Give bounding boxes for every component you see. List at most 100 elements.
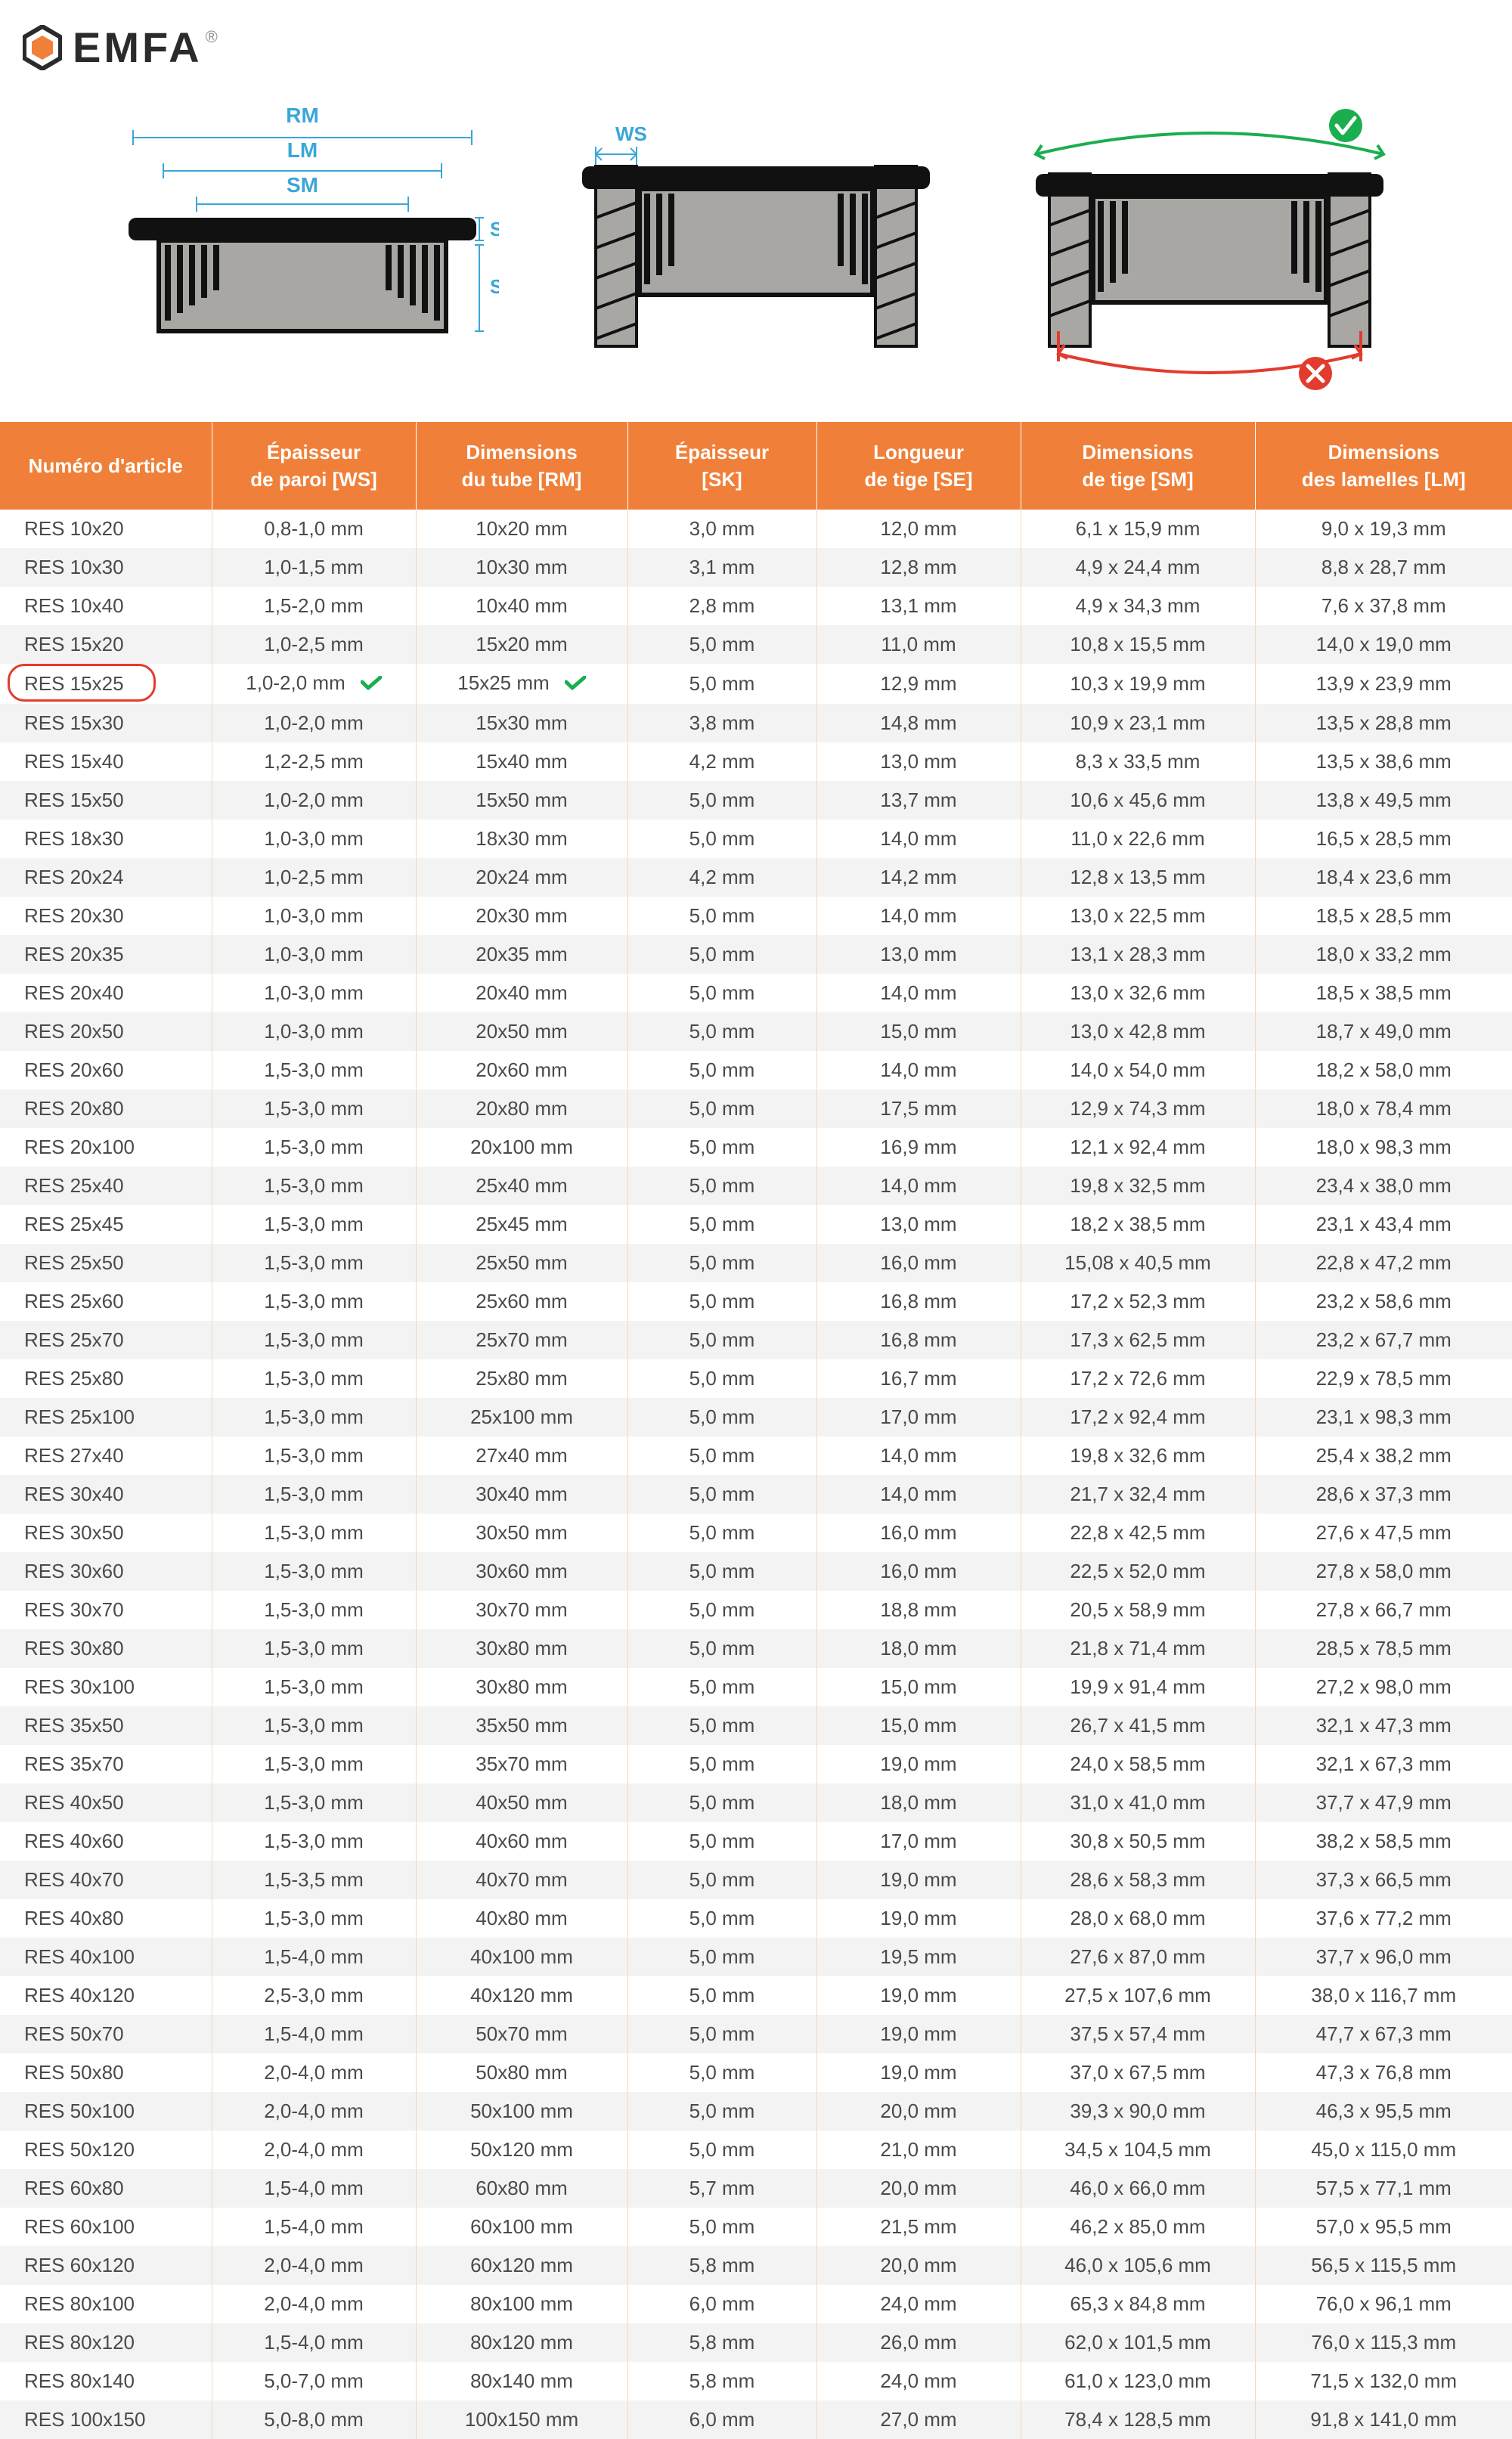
cell-ws: 1,0-3,0 mm (212, 1012, 416, 1051)
cell-se: 20,0 mm (816, 2169, 1021, 2208)
cell-lm: 38,2 x 58,5 mm (1255, 1822, 1512, 1861)
label-sk: SK (490, 218, 499, 240)
cell-sm: 20,5 x 58,9 mm (1021, 1591, 1255, 1629)
table-row: RES 80x1201,5-4,0 mm80x120 mm5,8 mm26,0 … (0, 2323, 1512, 2362)
check-icon (565, 673, 586, 696)
cell-se: 17,0 mm (816, 1398, 1021, 1436)
cell-se: 24,0 mm (816, 2362, 1021, 2400)
cell-se: 26,0 mm (816, 2323, 1021, 2362)
table-row: RES 80x1002,0-4,0 mm80x100 mm6,0 mm24,0 … (0, 2285, 1512, 2323)
cell-sk: 5,0 mm (627, 2053, 816, 2092)
cell-sk: 5,0 mm (627, 2131, 816, 2169)
cell-rm: 25x60 mm (416, 1282, 627, 1321)
table-row: RES 40x1202,5-3,0 mm40x120 mm5,0 mm19,0 … (0, 1976, 1512, 2015)
diagram-dimensions: RM LM SM (106, 104, 499, 392)
table-row: RES 25x1001,5-3,0 mm25x100 mm5,0 mm17,0 … (0, 1398, 1512, 1436)
cell-lm: 37,6 x 77,2 mm (1255, 1899, 1512, 1938)
cell-rm: 10x40 mm (416, 587, 627, 625)
table-row: RES 30x701,5-3,0 mm30x70 mm5,0 mm18,8 mm… (0, 1591, 1512, 1629)
cell-ws: 2,0-4,0 mm (212, 2053, 416, 2092)
cell-ws: 1,0-2,5 mm (212, 858, 416, 897)
cell-rm: 100x150 mm (416, 2400, 627, 2439)
table-row: RES 40x701,5-3,5 mm40x70 mm5,0 mm19,0 mm… (0, 1861, 1512, 1899)
cell-article: RES 60x120 (0, 2246, 212, 2285)
cell-sk: 5,0 mm (627, 1282, 816, 1321)
cell-rm: 30x80 mm (416, 1668, 627, 1706)
cell-se: 27,0 mm (816, 2400, 1021, 2439)
label-rm: RM (286, 104, 319, 127)
cell-ws: 1,0-2,0 mm (212, 704, 416, 742)
cell-se: 18,0 mm (816, 1629, 1021, 1668)
cell-lm: 57,5 x 77,1 mm (1255, 2169, 1512, 2208)
table-row: RES 20x601,5-3,0 mm20x60 mm5,0 mm14,0 mm… (0, 1051, 1512, 1089)
cell-ws: 2,0-4,0 mm (212, 2246, 416, 2285)
cell-article: RES 30x80 (0, 1629, 212, 1668)
cell-article: RES 27x40 (0, 1436, 212, 1475)
cell-sk: 3,0 mm (627, 510, 816, 548)
cell-sk: 5,0 mm (627, 625, 816, 664)
cell-ws: 1,5-3,0 mm (212, 1784, 416, 1822)
cell-sm: 10,6 x 45,6 mm (1021, 781, 1255, 820)
cell-sk: 5,0 mm (627, 1976, 816, 2015)
cell-rm: 30x70 mm (416, 1591, 627, 1629)
column-header: Dimensionsdu tube [RM] (416, 422, 627, 510)
cell-rm: 15x20 mm (416, 625, 627, 664)
table-row: RES 50x701,5-4,0 mm50x70 mm5,0 mm19,0 mm… (0, 2015, 1512, 2053)
label-se: SE (490, 275, 499, 298)
cell-rm: 18x30 mm (416, 820, 627, 858)
cell-sm: 19,8 x 32,6 mm (1021, 1436, 1255, 1475)
cell-lm: 18,0 x 33,2 mm (1255, 935, 1512, 974)
cell-ws: 1,5-3,0 mm (212, 1244, 416, 1282)
table-row: RES 10x301,0-1,5 mm10x30 mm3,1 mm12,8 mm… (0, 548, 1512, 587)
table-row: RES 20x351,0-3,0 mm20x35 mm5,0 mm13,0 mm… (0, 935, 1512, 974)
cell-se: 11,0 mm (816, 625, 1021, 664)
cell-article: RES 30x70 (0, 1591, 212, 1629)
cell-ws: 1,0-2,5 mm (212, 625, 416, 664)
cell-rm: 30x40 mm (416, 1475, 627, 1514)
cell-article: RES 50x70 (0, 2015, 212, 2053)
cell-rm: 27x40 mm (416, 1436, 627, 1475)
cell-ws: 2,0-4,0 mm (212, 2092, 416, 2131)
table-row: RES 80x1405,0-7,0 mm80x140 mm5,8 mm24,0 … (0, 2362, 1512, 2400)
cell-sk: 6,0 mm (627, 2285, 816, 2323)
cell-sm: 27,5 x 107,6 mm (1021, 1976, 1255, 2015)
cell-ws: 1,5-4,0 mm (212, 2323, 416, 2362)
cell-lm: 47,3 x 76,8 mm (1255, 2053, 1512, 2092)
cell-ws: 2,5-3,0 mm (212, 1976, 416, 2015)
cell-article: RES 80x100 (0, 2285, 212, 2323)
table-row: RES 30x801,5-3,0 mm30x80 mm5,0 mm18,0 mm… (0, 1629, 1512, 1668)
cell-article: RES 40x120 (0, 1976, 212, 2015)
cell-se: 19,0 mm (816, 1861, 1021, 1899)
cell-article: RES 18x30 (0, 820, 212, 858)
cell-ws: 1,5-3,0 mm (212, 1668, 416, 1706)
cell-sk: 5,0 mm (627, 1861, 816, 1899)
cell-sk: 5,0 mm (627, 1244, 816, 1282)
cell-article: RES 35x70 (0, 1745, 212, 1784)
cell-article: RES 30x100 (0, 1668, 212, 1706)
cell-ws: 5,0-8,0 mm (212, 2400, 416, 2439)
cell-article: RES 20x100 (0, 1128, 212, 1167)
cell-sk: 5,0 mm (627, 2015, 816, 2053)
brand-name: EMFA® (73, 23, 218, 72)
cell-se: 21,5 mm (816, 2208, 1021, 2246)
cell-ws: 5,0-7,0 mm (212, 2362, 416, 2400)
cell-lm: 18,7 x 49,0 mm (1255, 1012, 1512, 1051)
cell-rm: 60x100 mm (416, 2208, 627, 2246)
table-row: RES 10x401,5-2,0 mm10x40 mm2,8 mm13,1 mm… (0, 587, 1512, 625)
cell-sk: 5,0 mm (627, 935, 816, 974)
cell-article: RES 60x100 (0, 2208, 212, 2246)
cell-se: 16,8 mm (816, 1321, 1021, 1359)
cell-lm: 8,8 x 28,7 mm (1255, 548, 1512, 587)
cell-rm: 20x80 mm (416, 1089, 627, 1128)
table-row: RES 100x1505,0-8,0 mm100x150 mm6,0 mm27,… (0, 2400, 1512, 2439)
cell-article: RES 40x80 (0, 1899, 212, 1938)
cell-rm: 30x50 mm (416, 1514, 627, 1552)
cell-se: 14,0 mm (816, 1436, 1021, 1475)
column-header: Longueurde tige [SE] (816, 422, 1021, 510)
cell-ws: 1,5-3,0 mm (212, 1475, 416, 1514)
cell-lm: 27,8 x 66,7 mm (1255, 1591, 1512, 1629)
cell-lm: 14,0 x 19,0 mm (1255, 625, 1512, 664)
table-row: RES 15x251,0-2,0 mm15x25 mm5,0 mm12,9 mm… (0, 664, 1512, 704)
cell-article: RES 50x80 (0, 2053, 212, 2092)
cell-rm: 25x50 mm (416, 1244, 627, 1282)
